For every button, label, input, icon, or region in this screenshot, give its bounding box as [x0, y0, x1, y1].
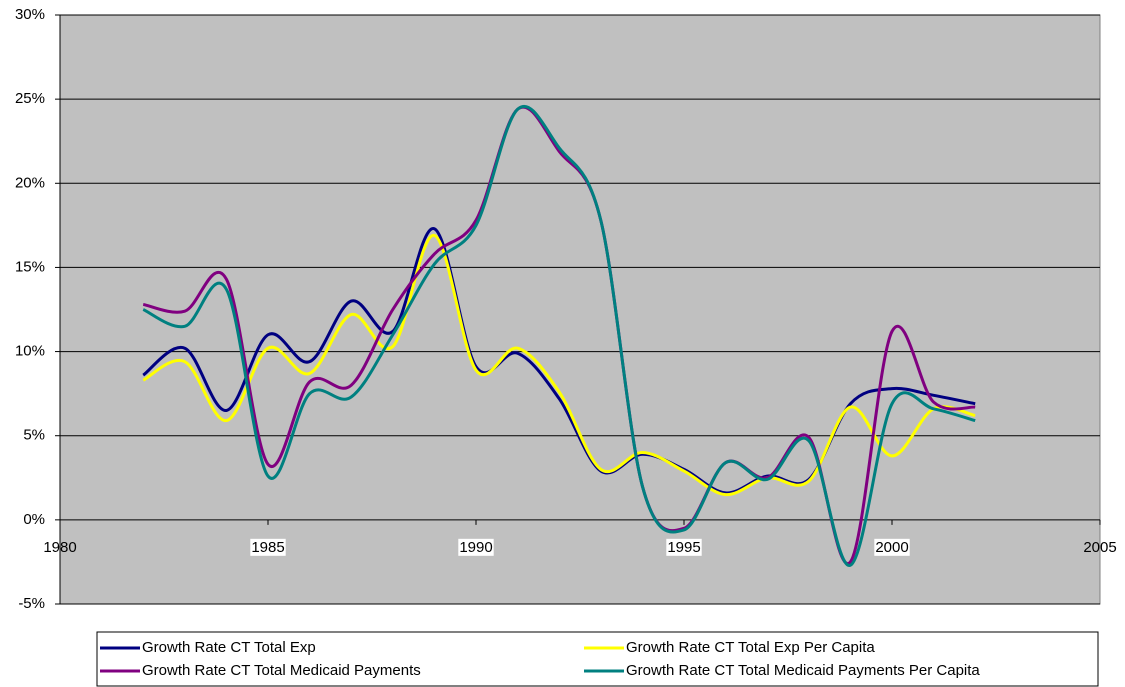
y-tick-label: 5%: [23, 427, 45, 444]
x-tick-label: 2005: [1083, 539, 1116, 556]
y-tick-label: 25%: [15, 90, 45, 107]
y-tick-label: -5%: [18, 595, 45, 612]
y-tick-label: 20%: [15, 174, 45, 191]
y-tick-label: 0%: [23, 511, 45, 528]
legend-label: Growth Rate CT Total Exp: [142, 639, 316, 656]
legend: [96, 631, 1099, 687]
x-tick-label: 1995: [667, 539, 700, 556]
x-tick-label-bg: [458, 538, 494, 556]
plot-area: [59, 14, 1101, 605]
y-tick-label: 15%: [15, 258, 45, 275]
x-tick-label-bg: [250, 538, 286, 556]
x-tick-label: 2000: [875, 539, 908, 556]
x-tick-label: 1990: [459, 539, 492, 556]
series-line: [142, 233, 976, 497]
y-tick-label: 30%: [15, 6, 45, 23]
legend-label: Growth Rate CT Total Medicaid Payments: [142, 662, 421, 679]
legend-label: Growth Rate CT Total Medicaid Payments P…: [626, 662, 980, 679]
y-tick-label: 10%: [15, 343, 45, 360]
x-tick-label-bg: [874, 538, 910, 556]
x-tick-label: 1985: [251, 539, 284, 556]
x-tick-label: 1980: [43, 539, 76, 556]
legend-label: Growth Rate CT Total Exp Per Capita: [626, 639, 875, 656]
x-tick-label-bg: [666, 538, 702, 556]
series-line: [142, 105, 976, 567]
